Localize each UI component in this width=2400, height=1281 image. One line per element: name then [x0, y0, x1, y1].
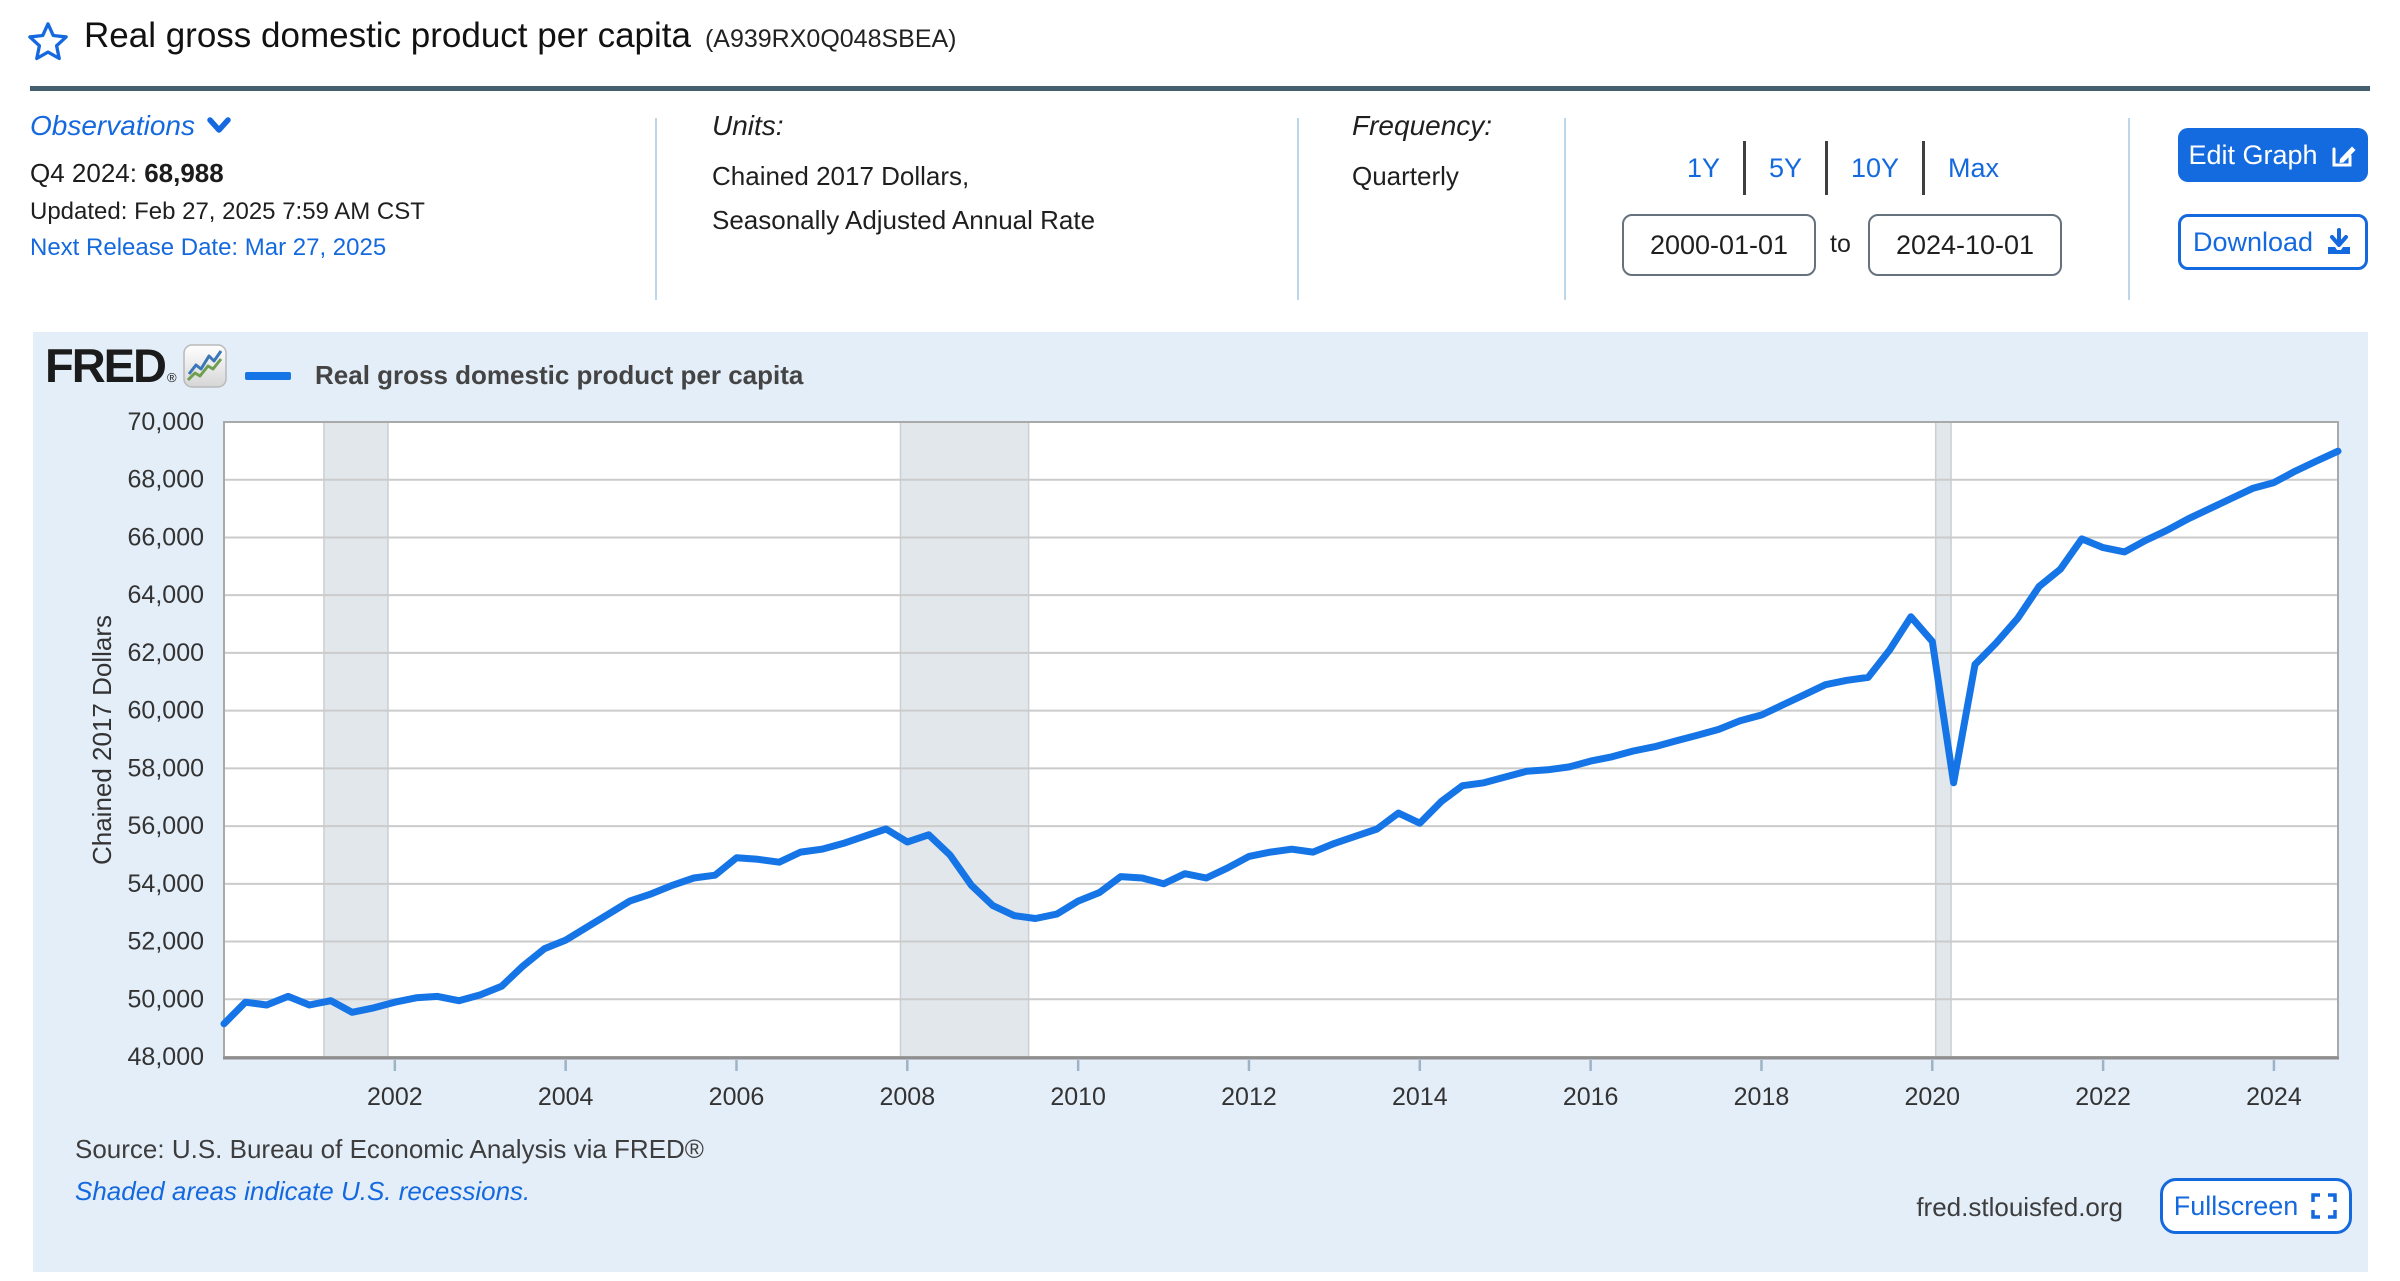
fred-logo[interactable]: FRED ®: [45, 338, 227, 393]
y-axis-tick-label: 62,000: [128, 639, 204, 667]
data-line: [220, 447, 2342, 1028]
y-axis-tick-label: 60,000: [128, 697, 204, 725]
y-axis-tick-label: 70,000: [128, 408, 204, 436]
date-from-input[interactable]: [1622, 214, 1816, 276]
series-id: (A939RX0Q048SBEA): [704, 25, 957, 53]
range-presets: 1Y 5Y 10Y Max: [1650, 140, 2036, 196]
x-axis-tick-label: 2016: [1563, 1083, 1619, 1111]
header-divider: [30, 86, 2370, 91]
x-axis-tick-label: 2020: [1904, 1083, 1960, 1111]
legend-item[interactable]: Real gross domestic product per capita: [245, 360, 803, 391]
y-axis-tick-label: 68,000: [128, 466, 204, 494]
recession-band: [899, 421, 1030, 1058]
preset-5y[interactable]: 5Y: [1768, 152, 1802, 183]
chart-panel: FRED ® Real gross domestic product per c…: [33, 332, 2368, 1272]
x-axis-tick-label: 2022: [2075, 1083, 2131, 1111]
x-axis-tick-label: 2018: [1734, 1083, 1790, 1111]
preset-separator: [1922, 141, 1926, 195]
site-label: fred.stlouisfed.org: [1916, 1192, 2123, 1222]
title-row: Real gross domestic product per capita (…: [84, 16, 957, 56]
edit-graph-button[interactable]: Edit Graph: [2178, 128, 2368, 182]
y-axis-tick-label: 64,000: [128, 581, 204, 609]
preset-separator: [1742, 141, 1746, 195]
date-to-input[interactable]: [1868, 214, 2062, 276]
x-axis-tick-label: 2004: [538, 1083, 594, 1111]
y-axis-tick-label: 50,000: [128, 985, 204, 1013]
divider: [1297, 118, 1299, 300]
y-axis-tick-label: 48,000: [128, 1043, 204, 1071]
divider: [2128, 118, 2130, 300]
updated-timestamp: Updated: Feb 27, 2025 7:59 AM CST: [30, 198, 425, 225]
date-range-to-label: to: [1830, 230, 1851, 258]
x-axis-tick-label: 2010: [1050, 1083, 1106, 1111]
y-axis-tick-label: 56,000: [128, 812, 204, 840]
y-axis-tick-label: 58,000: [128, 754, 204, 782]
preset-1y[interactable]: 1Y: [1686, 152, 1720, 183]
divider: [1564, 118, 1566, 300]
page-title: Real gross domestic product per capita: [84, 16, 691, 55]
units-section: Units: Chained 2017 Dollars, Seasonally …: [712, 110, 1272, 242]
observations-dropdown[interactable]: Observations: [30, 110, 231, 142]
units-value-line2: Seasonally Adjusted Annual Rate: [712, 205, 1096, 235]
preset-max[interactable]: Max: [1948, 152, 2000, 183]
x-axis-tick-label: 2006: [709, 1083, 765, 1111]
recession-band: [323, 421, 389, 1058]
x-axis-tick-label: 2024: [2246, 1083, 2302, 1111]
recession-note-link[interactable]: Shaded areas indicate U.S. recessions.: [75, 1176, 531, 1206]
edit-icon: [2332, 146, 2356, 167]
gdp-per-capita-line-chart[interactable]: 48,000 50,000 52,000 54,000 56,000 58,000 60,0…: [33, 332, 2368, 1272]
legend-line-swatch: [245, 371, 291, 380]
source-text: Source: U.S. Bureau of Economic Analysis…: [75, 1134, 704, 1164]
download-icon: [2328, 228, 2351, 254]
latest-observation: Q4 2024: 68,988: [30, 158, 224, 188]
plot-background: [224, 422, 2338, 1057]
legend-label: Real gross domestic product per capita: [315, 360, 804, 390]
x-axis-tick-label: 2002: [367, 1083, 423, 1111]
x-axis-tick-label: 2008: [880, 1083, 936, 1111]
next-release-link[interactable]: Next Release Date: Mar 27, 2025: [30, 234, 387, 261]
frequency-section: Frequency: Quarterly: [1352, 110, 1572, 198]
chevron-down-icon: [207, 117, 231, 133]
units-value-line1: Chained 2017 Dollars,: [712, 161, 970, 191]
preset-10y[interactable]: 10Y: [1851, 152, 1900, 183]
favorite-star-icon[interactable]: [26, 20, 70, 64]
divider: [655, 118, 657, 300]
fullscreen-button[interactable]: Fullscreen: [2160, 1178, 2352, 1234]
frequency-value: Quarterly: [1352, 161, 1459, 191]
download-button[interactable]: Download: [2178, 214, 2368, 270]
y-axis-tick-label: 54,000: [128, 870, 204, 898]
latest-observation-value: 68,988: [144, 158, 224, 188]
fred-logo-chart-icon: [182, 343, 227, 388]
preset-separator: [1825, 141, 1828, 195]
frequency-label: Frequency:: [1352, 110, 1493, 141]
x-axis-tick-label: 2012: [1221, 1083, 1277, 1111]
y-axis-tick-label: 52,000: [128, 928, 204, 956]
y-axis-tick-label: 66,000: [128, 523, 204, 551]
units-label: Units:: [712, 110, 784, 141]
x-axis-tick-label: 2014: [1392, 1083, 1448, 1111]
fullscreen-icon: [2311, 1193, 2338, 1219]
